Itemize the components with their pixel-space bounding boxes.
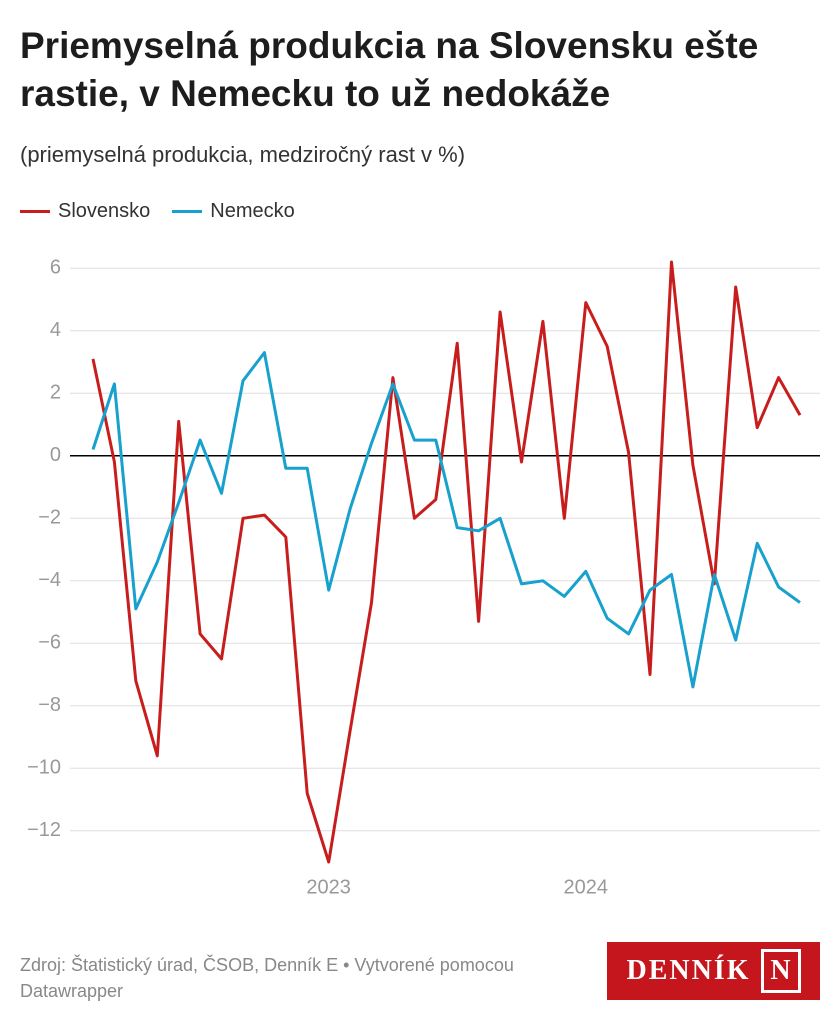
legend-swatch <box>20 210 50 213</box>
y-tick-label: 0 <box>50 444 61 466</box>
legend-item: Nemecko <box>172 200 295 223</box>
logo: DENNÍK N <box>607 942 820 1000</box>
series-line <box>91 351 801 689</box>
y-tick-label: 2 <box>50 382 61 404</box>
x-tick-label: 2023 <box>306 876 351 898</box>
legend-label: Slovensko <box>58 200 151 222</box>
y-tick-label: −2 <box>38 507 61 529</box>
logo-mark: N <box>760 949 801 993</box>
chart-subtitle: (priemyselná produkcia, medziročný rast … <box>20 142 466 167</box>
legend-swatch <box>172 210 203 213</box>
series-line <box>91 260 802 864</box>
y-tick-label: −12 <box>27 819 61 841</box>
legend-item: Slovensko <box>20 200 150 223</box>
y-tick-label: 6 <box>50 257 61 279</box>
source-note: Zdroj: Štatistický úrad, ČSOB, Denník E … <box>20 955 514 1001</box>
legend-label: Nemecko <box>210 200 295 222</box>
y-tick-label: −6 <box>38 632 61 654</box>
y-tick-label: −10 <box>27 757 61 779</box>
y-tick-label: −8 <box>38 694 61 716</box>
x-tick-label: 2024 <box>564 876 609 898</box>
y-tick-label: −4 <box>38 569 61 591</box>
y-tick-label: 4 <box>50 319 61 341</box>
chart-title: Priemyselná produkcia na Slovensku ešte … <box>20 25 759 114</box>
legend: Slovensko Nemecko <box>20 200 295 223</box>
logo-text: DENNÍK <box>626 955 751 986</box>
